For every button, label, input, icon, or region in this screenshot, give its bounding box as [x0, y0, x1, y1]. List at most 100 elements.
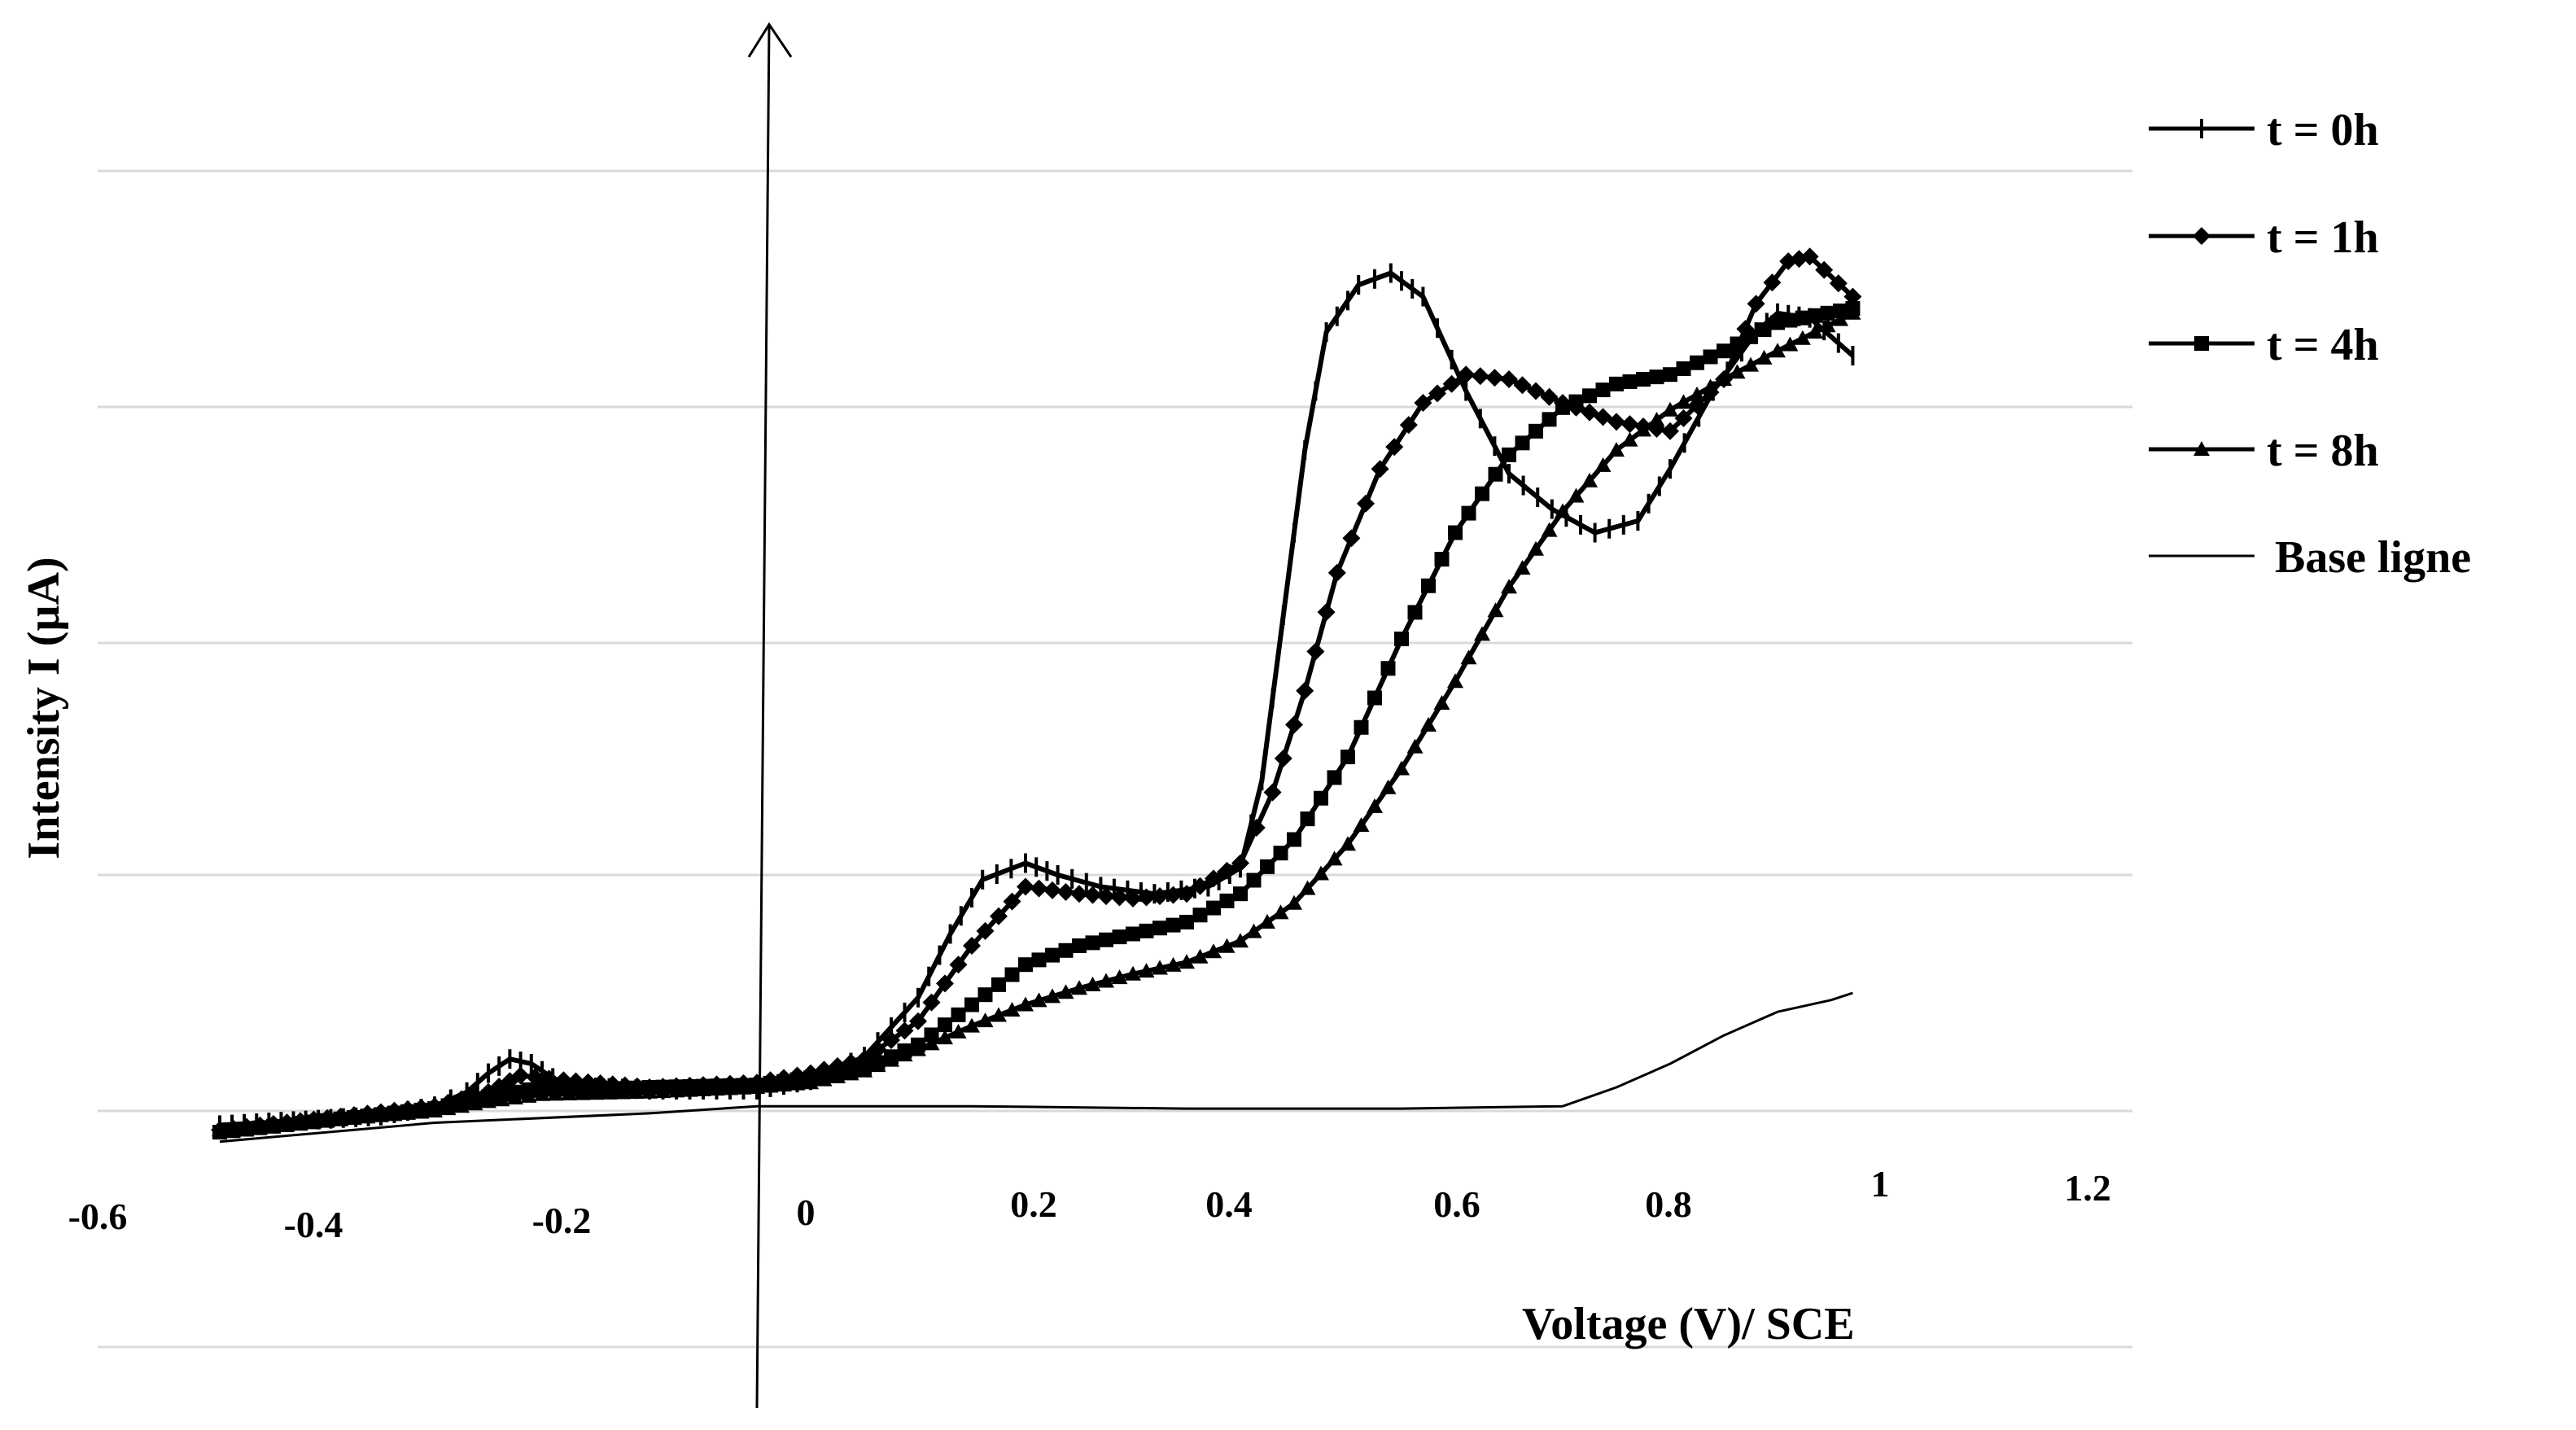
data-point-marker: [1769, 343, 1786, 358]
data-point-marker: [1475, 486, 1489, 501]
data-point-marker: [1314, 790, 1328, 806]
data-point-marker: [1313, 865, 1329, 881]
data-point-marker: [400, 1104, 416, 1120]
data-point-marker: [1447, 673, 1463, 689]
data-point-marker: [238, 1119, 255, 1135]
data-point-marker: [1205, 943, 1222, 959]
legend-label: t = 0h: [2267, 105, 2379, 155]
data-point-marker: [936, 974, 954, 993]
data-point-marker: [1636, 372, 1651, 387]
data-point-marker: [1581, 403, 1599, 422]
data-point-marker: [1031, 952, 1047, 968]
data-point-marker: [1099, 932, 1113, 947]
data-point-marker: [1581, 472, 1598, 488]
data-point-marker: [1702, 378, 1719, 394]
legend-label: t = 8h: [2267, 426, 2379, 476]
data-point-marker: [1259, 914, 1275, 929]
legend-label: t = 4h: [2267, 320, 2379, 370]
data-point-marker: [1151, 887, 1169, 906]
data-point-marker: [1231, 854, 1249, 872]
data-point-marker: [1165, 956, 1182, 972]
data-point-marker: [1179, 954, 1195, 969]
data-point-marker: [1205, 869, 1222, 888]
data-point-marker: [1414, 394, 1432, 412]
data-point-marker: [1139, 923, 1154, 938]
data-point-marker: [1820, 305, 1835, 321]
x-tick-label: 0.8: [1645, 1183, 1692, 1225]
data-point-marker: [910, 1041, 926, 1056]
data-point-marker: [1004, 1002, 1021, 1017]
data-point-marker: [964, 1017, 980, 1033]
data-point-marker: [1568, 394, 1584, 409]
data-point-marker: [1057, 984, 1074, 999]
data-point-marker: [1232, 933, 1249, 948]
data-point-marker: [1676, 361, 1691, 376]
data-point-marker: [1844, 304, 1861, 320]
data-point-marker: [1380, 779, 1397, 794]
data-point-marker: [1502, 447, 1516, 462]
data-point-marker: [1689, 386, 1705, 401]
data-point-marker: [1743, 329, 1758, 344]
data-point-marker: [641, 1083, 658, 1099]
data-point-marker: [1137, 888, 1156, 907]
data-point-marker: [1568, 488, 1585, 503]
data-point-marker: [547, 1086, 564, 1101]
legend-label: t = 1h: [2267, 212, 2379, 263]
data-point-marker: [574, 1085, 591, 1100]
series-base-ligne: [219, 991, 1853, 1144]
data-point-marker: [1829, 274, 1848, 293]
data-point-marker: [991, 1007, 1007, 1022]
data-point-marker: [1017, 877, 1034, 896]
data-point-marker: [856, 1062, 873, 1078]
data-point-marker: [1461, 505, 1476, 521]
data-point-marker: [1084, 976, 1101, 991]
data-point-marker: [1111, 969, 1128, 985]
data-point-marker: [332, 1111, 349, 1126]
data-point-marker: [922, 993, 941, 1012]
data-point-marker: [386, 1106, 403, 1122]
data-point-marker: [1471, 367, 1489, 386]
data-point-marker: [1747, 295, 1765, 313]
data-point-marker: [1399, 416, 1418, 435]
legend-item: t = 8h: [2149, 426, 2379, 476]
data-point-marker: [561, 1085, 577, 1100]
gridlines: [98, 169, 2132, 1349]
data-point-marker: [1018, 957, 1033, 973]
data-point-marker: [1285, 715, 1303, 734]
x-tick-label: 1: [1871, 1163, 1890, 1205]
legend-item: t = 0h: [2149, 105, 2379, 155]
data-point-marker: [1192, 907, 1208, 923]
data-point-marker: [1500, 370, 1518, 388]
data-point-marker: [225, 1120, 242, 1135]
series-layer: [211, 247, 1862, 1144]
data-point-marker: [1044, 988, 1061, 1004]
x-tick-labels: -0.6 -0.4 -0.2 0 0.2 0.4 0.6 0.8 1 1.2: [68, 1163, 2111, 1245]
x-tick-label: -0.4: [284, 1204, 343, 1245]
data-point-marker: [1832, 311, 1848, 326]
data-point-marker: [453, 1098, 470, 1113]
data-point-marker: [1513, 376, 1532, 395]
data-point-marker: [1795, 310, 1810, 326]
data-point-marker: [1756, 349, 1773, 365]
data-point-marker: [1782, 313, 1798, 328]
data-point-marker: [789, 1075, 806, 1091]
data-point-marker: [950, 1023, 967, 1039]
y-axis: [747, 22, 793, 1409]
data-point-marker: [990, 907, 1008, 925]
data-point-marker: [1815, 260, 1834, 279]
data-point-marker: [1327, 563, 1346, 582]
legend-item: Base ligne: [2149, 532, 2471, 583]
data-point-marker: [1317, 603, 1336, 622]
data-point-marker: [895, 1021, 914, 1040]
data-point-marker: [869, 1057, 886, 1073]
data-point-marker: [1607, 413, 1625, 431]
data-point-marker: [1833, 303, 1848, 318]
data-point-marker: [1743, 356, 1759, 372]
data-point-marker: [1540, 387, 1559, 406]
data-point-marker: [1263, 783, 1282, 802]
data-point-marker: [1620, 415, 1639, 434]
data-point-marker: [601, 1084, 618, 1100]
data-point-marker: [868, 1040, 887, 1059]
data-point-marker: [803, 1074, 819, 1090]
